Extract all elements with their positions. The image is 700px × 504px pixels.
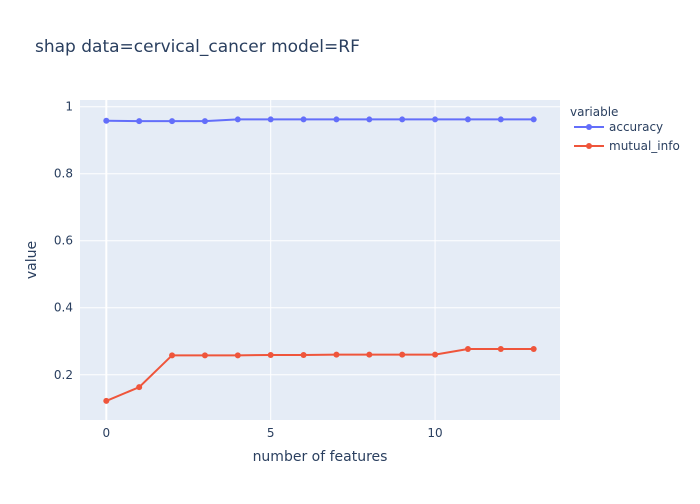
legend-label: mutual_info (609, 139, 680, 153)
data-point-mutual-info (366, 351, 373, 358)
legend-item-mutual-info[interactable]: mutual_info (574, 139, 680, 153)
data-point-mutual-info (464, 345, 471, 352)
y-tick-label: 1 (65, 100, 73, 114)
data-point-accuracy (267, 116, 274, 123)
legend-title: variable (570, 105, 618, 119)
data-point-accuracy (103, 117, 110, 124)
x-tick-label: 10 (427, 426, 442, 440)
x-tick-label: 0 (102, 426, 110, 440)
data-point-accuracy (366, 116, 373, 123)
y-tick-labels: 0.2 0.4 0.6 0.8 1 (54, 100, 73, 382)
data-point-mutual-info (267, 351, 274, 358)
data-point-accuracy (234, 116, 241, 123)
data-point-accuracy (432, 116, 439, 123)
legend: variable accuracy mutual_info (570, 105, 680, 153)
data-point-mutual-info (530, 345, 537, 352)
legend-swatch-marker (586, 143, 592, 149)
plot-area (80, 100, 560, 420)
x-axis-label: number of features (253, 449, 388, 465)
data-point-mutual-info (234, 352, 241, 359)
chart-title: shap data=cervical_cancer model=RF (35, 37, 360, 57)
x-tick-labels: 0 5 10 (102, 426, 442, 440)
data-point-mutual-info (399, 351, 406, 358)
series-line-accuracy (106, 118, 534, 123)
data-point-mutual-info (497, 345, 504, 352)
y-tick-label: 0.8 (54, 167, 73, 181)
legend-swatch-marker (586, 124, 592, 130)
legend-item-accuracy[interactable]: accuracy (574, 120, 663, 134)
data-point-accuracy (464, 116, 471, 123)
data-point-accuracy (300, 116, 307, 123)
data-point-mutual-info (103, 397, 110, 404)
data-point-accuracy (530, 116, 537, 123)
y-tick-label: 0.6 (54, 234, 73, 248)
x-tick-label: 5 (267, 426, 275, 440)
data-point-accuracy (333, 116, 340, 123)
data-point-accuracy (201, 118, 208, 125)
data-point-accuracy (399, 116, 406, 123)
data-point-mutual-info (169, 352, 176, 359)
y-axis-label: value (24, 241, 40, 279)
data-point-mutual-info (300, 351, 307, 358)
series-line-mutual-info (105, 347, 534, 402)
data-point-mutual-info (201, 352, 208, 359)
legend-label: accuracy (609, 120, 663, 134)
data-point-accuracy (169, 118, 176, 125)
data-point-accuracy (497, 116, 504, 123)
data-point-accuracy (136, 118, 143, 125)
y-tick-label: 0.2 (54, 368, 73, 382)
data-point-mutual-info (333, 351, 340, 358)
y-tick-label: 0.4 (54, 301, 73, 315)
gridlines (80, 100, 560, 420)
series-layer (103, 116, 537, 404)
data-point-mutual-info (432, 351, 439, 358)
data-point-mutual-info (136, 384, 143, 391)
legend-items: accuracy mutual_info (574, 120, 680, 153)
